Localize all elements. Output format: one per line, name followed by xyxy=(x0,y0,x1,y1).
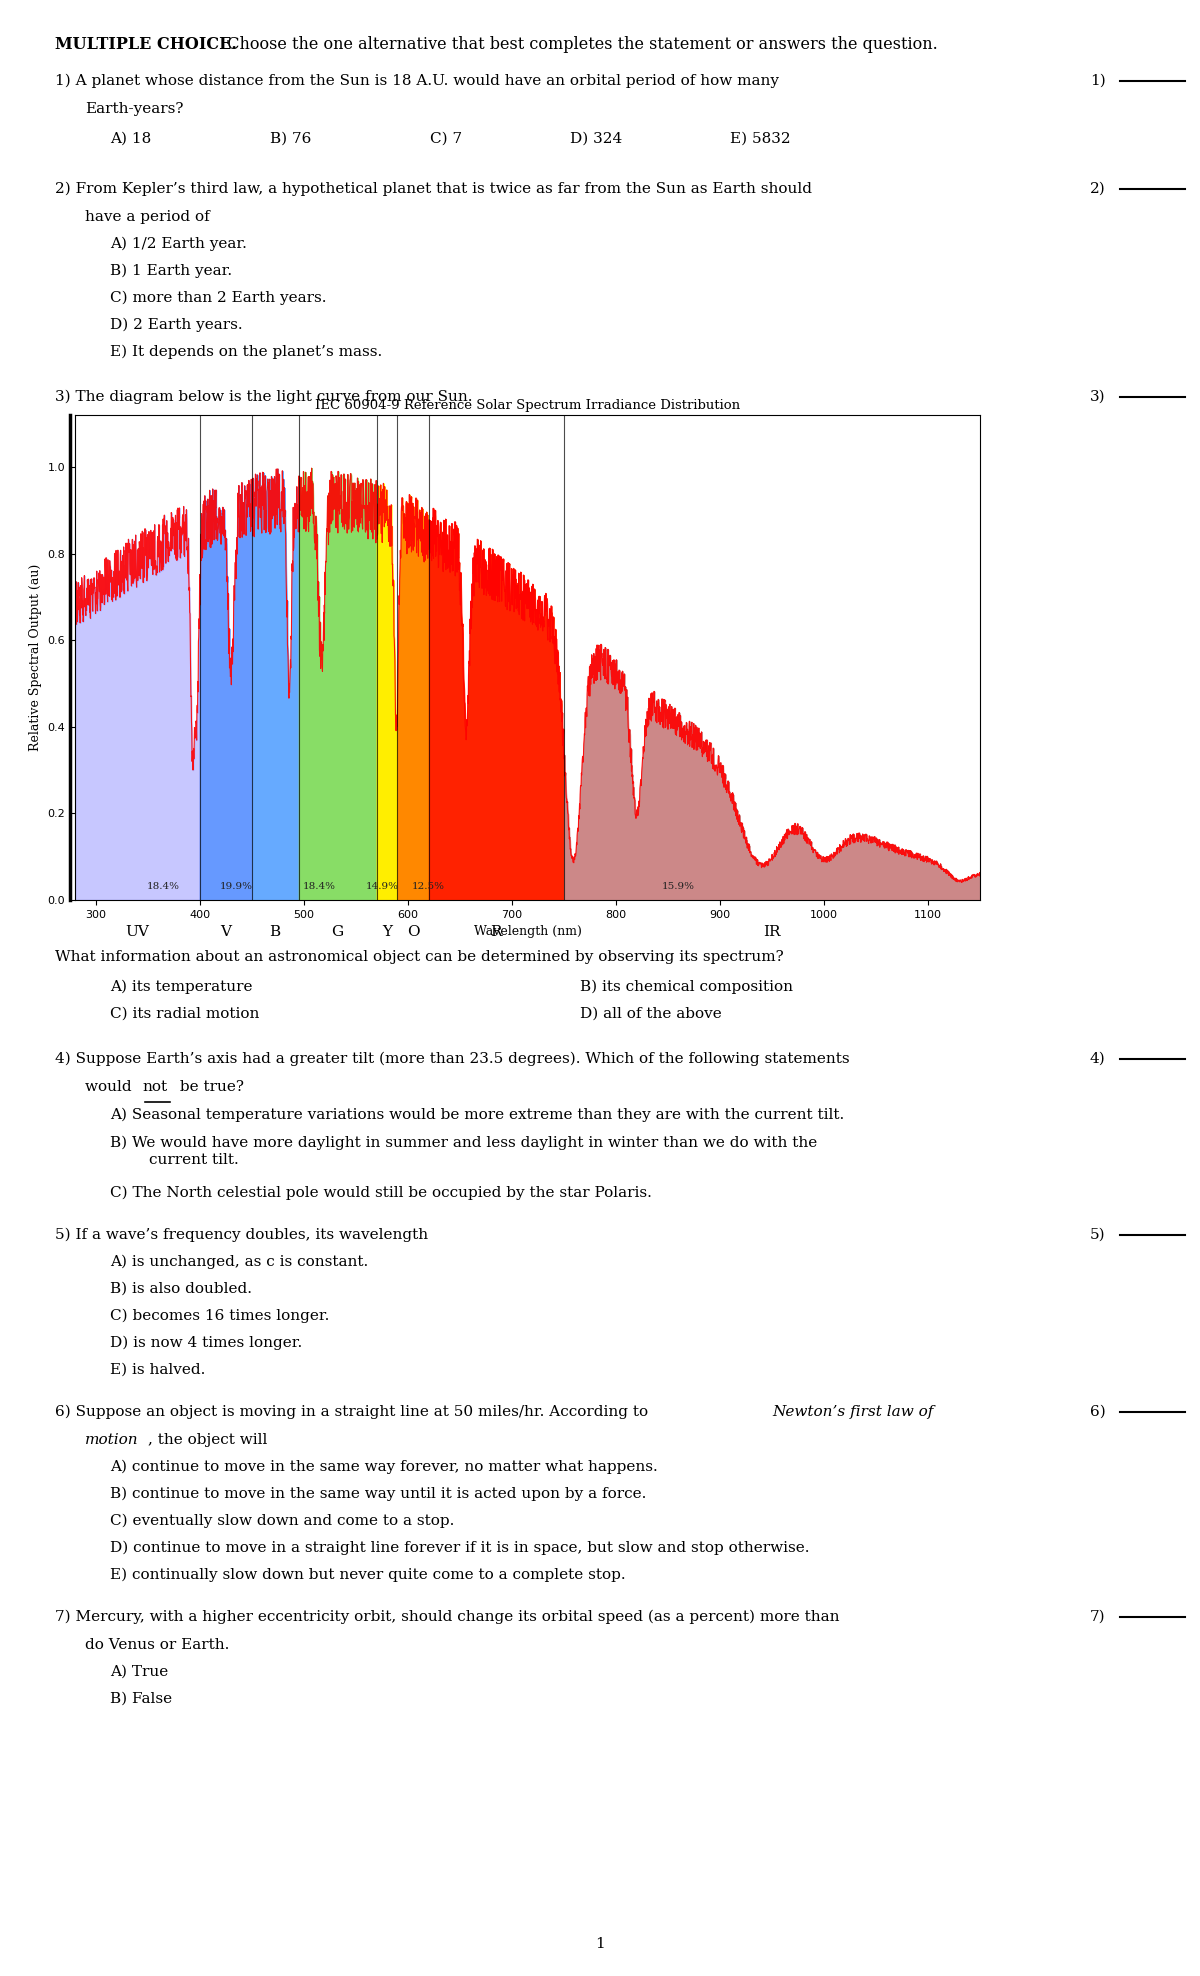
Text: Earth-years?: Earth-years? xyxy=(85,103,184,117)
Text: not: not xyxy=(142,1081,167,1095)
Text: 5): 5) xyxy=(1090,1227,1105,1243)
Text: D) is now 4 times longer.: D) is now 4 times longer. xyxy=(110,1336,302,1350)
Text: B: B xyxy=(269,925,281,939)
Text: A) 1/2 Earth year.: A) 1/2 Earth year. xyxy=(110,237,247,251)
Text: D) all of the above: D) all of the above xyxy=(580,1008,721,1022)
Text: G: G xyxy=(331,925,343,939)
Text: C) The North celestial pole would still be occupied by the star Polaris.: C) The North celestial pole would still … xyxy=(110,1186,652,1199)
Text: 2): 2) xyxy=(1090,182,1105,196)
Text: A) True: A) True xyxy=(110,1666,168,1680)
Text: do Venus or Earth.: do Venus or Earth. xyxy=(85,1638,229,1652)
Text: motion: motion xyxy=(85,1433,139,1446)
Text: What information about an astronomical object can be determined by observing its: What information about an astronomical o… xyxy=(55,950,784,964)
Text: B) False: B) False xyxy=(110,1691,172,1705)
Text: 7): 7) xyxy=(1090,1610,1105,1624)
Text: 3) The diagram below is the light curve from our Sun.: 3) The diagram below is the light curve … xyxy=(55,389,473,405)
Text: A) 18: A) 18 xyxy=(110,132,151,146)
Text: 4): 4) xyxy=(1090,1051,1105,1065)
Text: A) continue to move in the same way forever, no matter what happens.: A) continue to move in the same way fore… xyxy=(110,1460,658,1474)
Text: B) 1 Earth year.: B) 1 Earth year. xyxy=(110,265,232,279)
Text: O: O xyxy=(407,925,419,939)
Text: A) Seasonal temperature variations would be more extreme than they are with the : A) Seasonal temperature variations would… xyxy=(110,1109,845,1122)
Text: 5) If a wave’s frequency doubles, its wavelength: 5) If a wave’s frequency doubles, its wa… xyxy=(55,1227,428,1243)
Text: B) is also doubled.: B) is also doubled. xyxy=(110,1282,252,1296)
Text: 1: 1 xyxy=(595,1936,605,1950)
Text: would: would xyxy=(85,1081,137,1095)
Text: 6): 6) xyxy=(1090,1405,1105,1419)
Text: D) 2 Earth years.: D) 2 Earth years. xyxy=(110,318,242,332)
Text: R: R xyxy=(491,925,502,939)
Text: C) its radial motion: C) its radial motion xyxy=(110,1008,259,1022)
Text: B) its chemical composition: B) its chemical composition xyxy=(580,980,793,994)
Text: 4) Suppose Earth’s axis had a greater tilt (more than 23.5 degrees). Which of th: 4) Suppose Earth’s axis had a greater ti… xyxy=(55,1051,850,1067)
Text: 1) A planet whose distance from the Sun is 18 A.U. would have an orbital period : 1) A planet whose distance from the Sun … xyxy=(55,73,779,89)
Text: Y: Y xyxy=(382,925,392,939)
Text: B) 76: B) 76 xyxy=(270,132,311,146)
Text: E) is halved.: E) is halved. xyxy=(110,1363,205,1377)
Text: be true?: be true? xyxy=(175,1081,244,1095)
Text: B) We would have more daylight in summer and less daylight in winter than we do : B) We would have more daylight in summer… xyxy=(110,1136,817,1166)
Text: 6) Suppose an object is moving in a straight line at 50 miles/hr. According to: 6) Suppose an object is moving in a stra… xyxy=(55,1405,653,1419)
Text: IR: IR xyxy=(763,925,781,939)
Text: Newton’s first law of: Newton’s first law of xyxy=(772,1405,934,1419)
Text: 1): 1) xyxy=(1090,73,1105,89)
Text: C) 7: C) 7 xyxy=(430,132,462,146)
Text: MULTIPLE CHOICE.: MULTIPLE CHOICE. xyxy=(55,36,236,53)
Text: 7) Mercury, with a higher eccentricity orbit, should change its orbital speed (a: 7) Mercury, with a higher eccentricity o… xyxy=(55,1610,840,1624)
Text: C) becomes 16 times longer.: C) becomes 16 times longer. xyxy=(110,1308,329,1324)
Text: , the object will: , the object will xyxy=(148,1433,268,1446)
Text: have a period of: have a period of xyxy=(85,209,210,223)
Text: E) continually slow down but never quite come to a complete stop.: E) continually slow down but never quite… xyxy=(110,1569,625,1583)
Text: 2) From Kepler’s third law, a hypothetical planet that is twice as far from the : 2) From Kepler’s third law, a hypothetic… xyxy=(55,182,812,196)
Text: 3): 3) xyxy=(1090,389,1105,403)
Text: C) more than 2 Earth years.: C) more than 2 Earth years. xyxy=(110,290,326,306)
Text: B) continue to move in the same way until it is acted upon by a force.: B) continue to move in the same way unti… xyxy=(110,1488,647,1502)
Text: D) continue to move in a straight line forever if it is in space, but slow and s: D) continue to move in a straight line f… xyxy=(110,1541,810,1555)
Text: E) It depends on the planet’s mass.: E) It depends on the planet’s mass. xyxy=(110,346,383,360)
Text: D) 324: D) 324 xyxy=(570,132,623,146)
Text: A) its temperature: A) its temperature xyxy=(110,980,252,994)
Text: A) is unchanged, as c is constant.: A) is unchanged, as c is constant. xyxy=(110,1255,368,1269)
Text: Choose the one alternative that best completes the statement or answers the ques: Choose the one alternative that best com… xyxy=(217,36,937,53)
Text: C) eventually slow down and come to a stop.: C) eventually slow down and come to a st… xyxy=(110,1514,455,1527)
Text: UV: UV xyxy=(126,925,149,939)
Text: V: V xyxy=(221,925,232,939)
Text: E) 5832: E) 5832 xyxy=(730,132,791,146)
